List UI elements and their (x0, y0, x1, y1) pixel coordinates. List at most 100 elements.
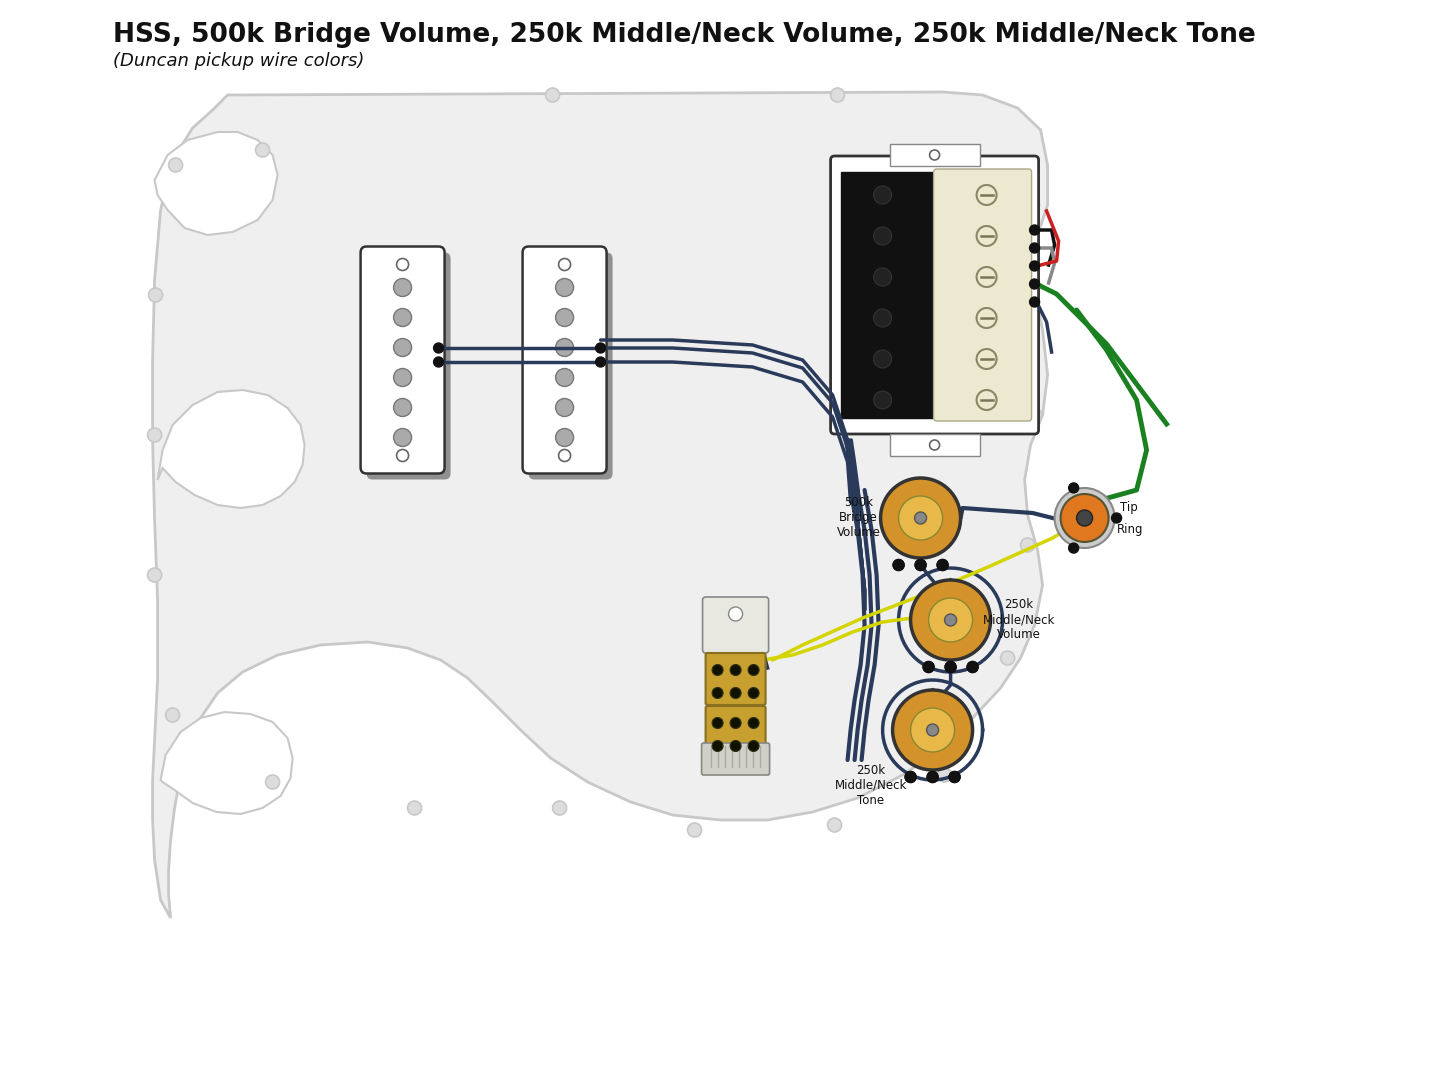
Circle shape (148, 428, 161, 442)
Text: (Duncan pickup wire colors): (Duncan pickup wire colors) (112, 52, 364, 70)
Circle shape (394, 338, 411, 356)
FancyBboxPatch shape (367, 253, 450, 480)
Circle shape (1025, 198, 1040, 212)
Circle shape (976, 390, 997, 410)
Bar (890, 434, 979, 456)
Circle shape (910, 580, 991, 660)
Circle shape (1001, 651, 1015, 665)
Circle shape (712, 664, 723, 675)
Circle shape (874, 391, 892, 409)
Bar (890, 144, 979, 166)
Circle shape (976, 267, 997, 287)
FancyBboxPatch shape (706, 653, 765, 705)
FancyBboxPatch shape (703, 597, 768, 653)
Circle shape (168, 158, 183, 172)
Text: 250k
Middle/Neck
Volume: 250k Middle/Neck Volume (982, 598, 1055, 642)
Circle shape (1061, 494, 1109, 542)
Circle shape (949, 771, 961, 783)
Polygon shape (155, 132, 278, 235)
Circle shape (945, 661, 956, 673)
Circle shape (394, 368, 411, 387)
Circle shape (928, 771, 938, 783)
Circle shape (165, 708, 180, 723)
Circle shape (748, 717, 759, 729)
FancyBboxPatch shape (529, 253, 613, 480)
Circle shape (938, 559, 948, 570)
Circle shape (915, 559, 926, 570)
Circle shape (915, 559, 926, 570)
Circle shape (923, 661, 935, 673)
Circle shape (1068, 543, 1078, 553)
Circle shape (976, 349, 997, 369)
Circle shape (1068, 483, 1078, 492)
Circle shape (555, 429, 574, 446)
Circle shape (874, 350, 892, 368)
Circle shape (929, 440, 939, 450)
Text: Ring: Ring (1116, 524, 1143, 537)
Circle shape (555, 338, 574, 356)
Circle shape (945, 615, 956, 626)
Circle shape (731, 741, 741, 752)
Circle shape (874, 268, 892, 286)
Circle shape (748, 741, 759, 752)
Polygon shape (158, 390, 305, 508)
Circle shape (729, 607, 742, 621)
Circle shape (394, 279, 411, 297)
Circle shape (910, 708, 955, 752)
FancyBboxPatch shape (933, 168, 1031, 421)
Text: Tip: Tip (1120, 501, 1137, 514)
Circle shape (748, 664, 759, 675)
Circle shape (434, 357, 443, 367)
FancyBboxPatch shape (702, 743, 769, 775)
Circle shape (976, 308, 997, 328)
Circle shape (731, 688, 741, 699)
FancyBboxPatch shape (522, 246, 607, 473)
Circle shape (434, 343, 443, 353)
Circle shape (397, 449, 408, 461)
Circle shape (945, 661, 956, 673)
Circle shape (748, 688, 759, 699)
Circle shape (929, 150, 939, 160)
Circle shape (148, 288, 162, 302)
Circle shape (712, 717, 723, 729)
Circle shape (899, 496, 942, 540)
Circle shape (923, 661, 935, 673)
Circle shape (558, 258, 571, 270)
Circle shape (595, 357, 605, 367)
Circle shape (1030, 243, 1040, 253)
FancyBboxPatch shape (706, 706, 765, 765)
Bar (841, 172, 933, 418)
Circle shape (893, 559, 905, 570)
Circle shape (880, 478, 961, 558)
Circle shape (731, 664, 741, 675)
Circle shape (828, 818, 841, 832)
Circle shape (968, 661, 978, 673)
Circle shape (1030, 297, 1040, 307)
Circle shape (938, 768, 952, 782)
Text: 250k
Middle/Neck
Tone: 250k Middle/Neck Tone (834, 764, 907, 807)
Circle shape (595, 343, 605, 353)
Circle shape (148, 568, 161, 582)
Circle shape (394, 309, 411, 326)
Circle shape (874, 227, 892, 245)
Circle shape (976, 185, 997, 205)
Circle shape (256, 143, 269, 157)
Circle shape (394, 399, 411, 417)
Circle shape (1030, 279, 1040, 289)
Circle shape (552, 801, 567, 815)
FancyBboxPatch shape (361, 246, 444, 473)
Circle shape (1028, 408, 1041, 422)
Circle shape (687, 823, 702, 837)
FancyBboxPatch shape (831, 156, 1038, 434)
Polygon shape (152, 92, 1048, 918)
Circle shape (874, 186, 892, 204)
Circle shape (555, 368, 574, 387)
Circle shape (555, 399, 574, 417)
Circle shape (1030, 225, 1040, 235)
Circle shape (1054, 488, 1114, 548)
Circle shape (1021, 538, 1034, 552)
Circle shape (712, 688, 723, 699)
Circle shape (397, 258, 408, 270)
Circle shape (938, 559, 948, 570)
Circle shape (712, 741, 723, 752)
